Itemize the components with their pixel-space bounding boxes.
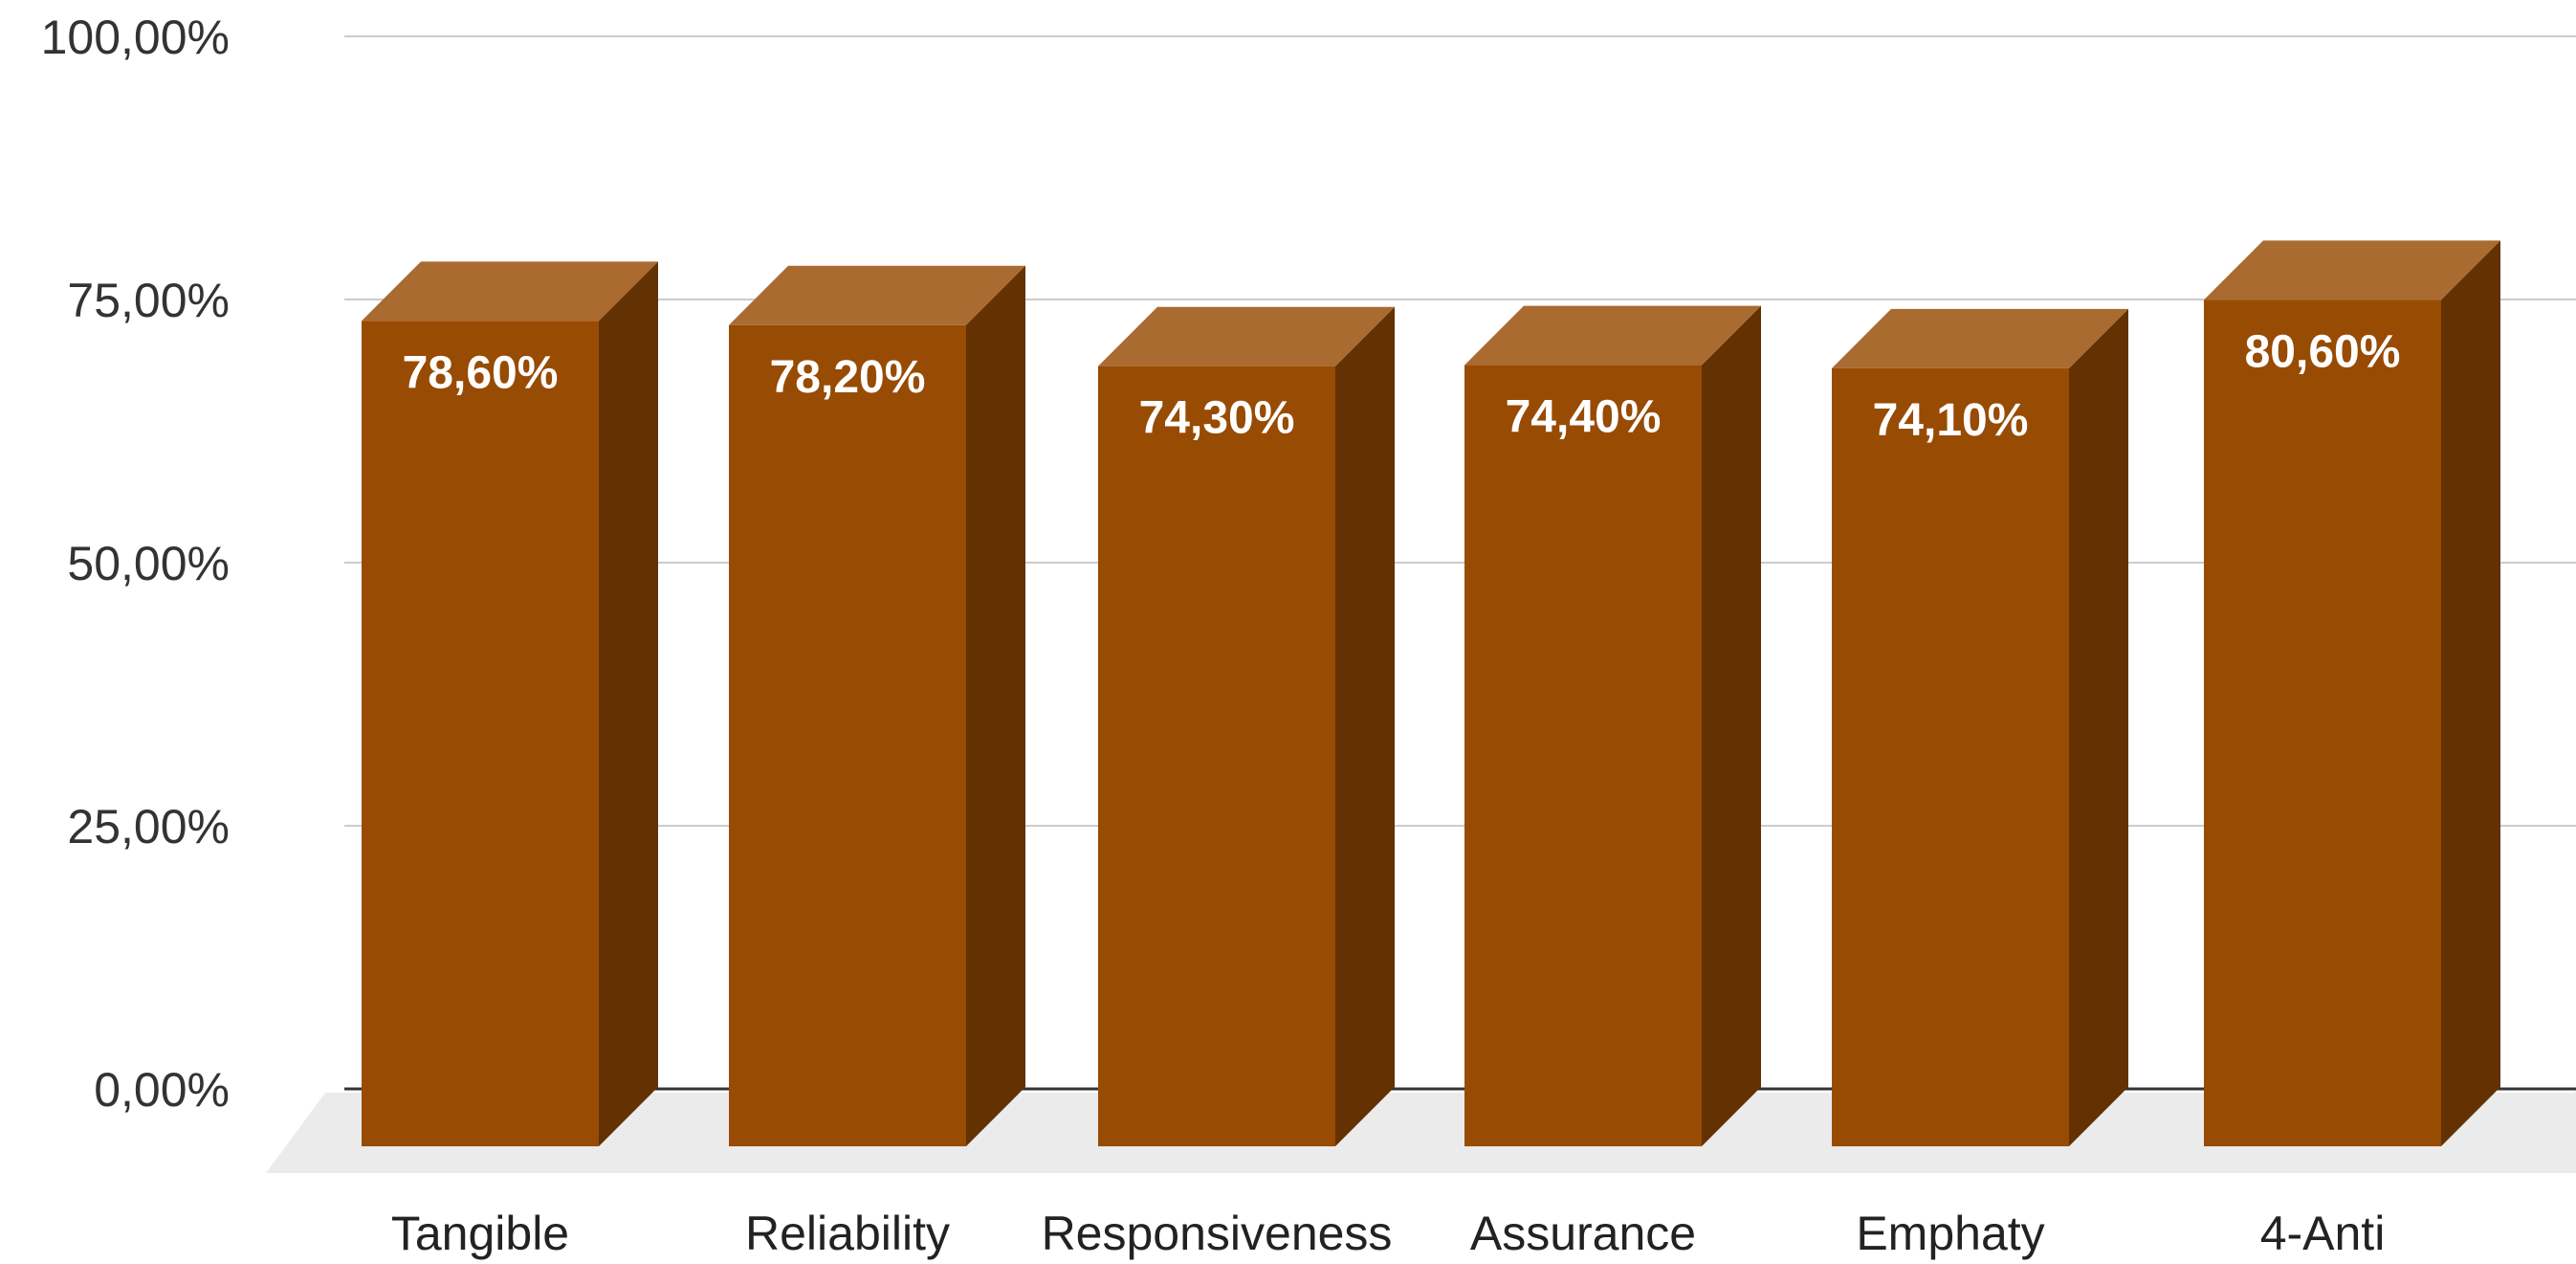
x-category-label: Responsiveness	[1042, 1207, 1393, 1260]
data-labels: 78,60% 78,20% 74,30% 74,40% 74,10% 80,60%	[403, 326, 2401, 446]
bar-front-face	[1832, 367, 2069, 1146]
x-axis-categories: Tangible Reliability Responsiveness Assuran…	[391, 1207, 2385, 1260]
x-category-label: Assurance	[1470, 1207, 1696, 1260]
data-label: 78,60%	[403, 347, 559, 398]
y-tick-label: 100,00%	[41, 11, 230, 64]
bar	[1098, 306, 1395, 1146]
x-category-label: Reliability	[745, 1207, 950, 1260]
x-category-label: Tangible	[391, 1207, 569, 1260]
bar	[2204, 240, 2500, 1146]
bar-top-face	[2204, 240, 2500, 300]
bar-side-face	[1702, 305, 1761, 1147]
data-label: 74,30%	[1139, 393, 1295, 444]
bar-front-face	[1098, 366, 1335, 1146]
bar-side-face	[1335, 306, 1395, 1146]
y-tick-label: 50,00%	[67, 537, 230, 590]
bar	[1832, 308, 2128, 1146]
y-axis-ticks: 0,00% 25,00% 50,00% 75,00% 100,00%	[41, 11, 230, 1117]
x-category-label: Emphaty	[1856, 1207, 2044, 1260]
data-label: 78,20%	[770, 352, 926, 403]
bar-top-face	[1832, 308, 2128, 368]
bar-front-face	[1464, 365, 1702, 1147]
bar-top-face	[362, 261, 658, 322]
bar	[1464, 305, 1761, 1147]
data-label: 80,60%	[2245, 326, 2401, 377]
bar-front-face	[2204, 299, 2441, 1146]
bar-side-face	[599, 261, 658, 1146]
data-label: 74,40%	[1506, 392, 1662, 443]
bars	[362, 240, 2500, 1147]
bar-side-face	[966, 265, 1025, 1146]
bar	[362, 261, 658, 1146]
bar-top-face	[1464, 305, 1761, 366]
data-label: 74,10%	[1873, 395, 2029, 446]
bar-top-face	[1098, 306, 1395, 366]
x-category-label: 4-Anti	[2260, 1207, 2386, 1260]
bar	[729, 265, 1025, 1146]
bar-front-face	[362, 321, 599, 1146]
y-tick-label: 75,00%	[67, 274, 230, 327]
y-tick-label: 25,00%	[67, 800, 230, 854]
bar-side-face	[2441, 240, 2500, 1146]
bar-top-face	[729, 265, 1025, 325]
bar-front-face	[729, 324, 966, 1146]
bar-side-face	[2069, 308, 2128, 1146]
y-tick-label: 0,00%	[94, 1063, 230, 1117]
